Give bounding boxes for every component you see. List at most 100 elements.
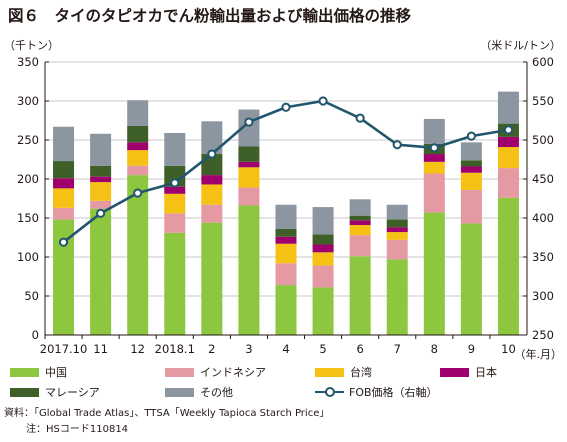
x-tick-label: 10 [501,342,516,356]
x-tick-label: 8 [431,342,438,356]
bar-segment-5-6 [275,204,297,229]
x-tick-label: 4 [282,342,289,356]
plot-frame [44,62,528,336]
bar-segment-4-5 [238,146,260,162]
bar-segment-5-2 [127,100,149,126]
bar-segment-0-4 [201,222,223,335]
left-tick-label: 150 [17,211,39,225]
price-point-2 [133,188,143,198]
bar-segment-3-4 [201,175,223,185]
price-point-7 [318,96,328,106]
bar-segment-1-3 [164,213,186,233]
left-tick-label: 250 [17,133,39,147]
bar-segment-1-10 [423,173,445,213]
left-tick-label: 200 [17,172,39,186]
bar-segment-4-1 [90,165,112,177]
bar-segment-5-3 [164,132,186,166]
legend-item-1: インドネシア [165,364,266,380]
bar-segment-0-11 [460,223,482,335]
legend-label: 台湾 [350,366,372,379]
x-tick-label: 7 [394,342,401,356]
left-tick-label: 350 [17,55,39,69]
bar-segment-2-8 [349,225,371,236]
left-tick-label: 50 [24,289,39,303]
bar-segment-5-1 [90,133,112,166]
bar-segment-4-0 [53,161,75,179]
bar-segment-1-4 [201,204,223,223]
bar-segment-3-0 [53,178,75,189]
left-tick-label: 300 [17,94,39,108]
bar-segment-5-9 [386,204,408,220]
bar-segment-2-1 [90,182,112,201]
bar-segment-3-12 [497,136,519,148]
bar-segment-3-9 [386,227,408,233]
bar-segment-0-12 [497,197,519,335]
bar-segment-3-5 [238,161,260,168]
x-axis-unit: （年.月） [515,347,563,361]
left-axis-unit: （千トン） [4,39,59,52]
bar-segment-0-5 [238,205,260,335]
right-tick-label: 600 [532,55,554,69]
x-axis: 2017.10 11 12 2018.1 2 3 4 5 6 7 8 9 10 [40,335,516,356]
legend-item-0: 中国 [10,364,67,380]
bar-segment-5-8 [349,199,371,216]
legend-label: その他 [200,386,233,399]
right-tick-label: 500 [532,133,554,147]
price-point-12 [503,125,514,135]
bar-segment-1-6 [275,263,297,286]
legend-label: インドネシア [200,366,266,379]
price-point-4 [207,149,217,159]
legend-item-6: FOB価格（右軸） [315,384,438,400]
bar-segment-2-10 [423,161,445,174]
right-axis-unit: （米ドル/トン） [480,39,561,52]
bar-segment-0-7 [312,287,334,335]
legend-swatch [315,387,344,397]
right-tick-label: 350 [532,250,554,264]
bar-segment-1-12 [497,168,519,198]
bar-segment-1-1 [90,200,112,209]
bar-segment-4-8 [349,215,371,221]
bar-segment-5-10 [423,118,445,144]
legend-label: 日本 [475,366,497,379]
bar-segment-3-2 [127,142,149,151]
x-tick-label: 9 [468,342,475,356]
bar-segment-0-10 [423,212,445,335]
x-tick-label: 6 [356,342,363,356]
right-tick-label: 550 [532,94,554,108]
price-point-11 [466,131,476,141]
bar-segment-4-7 [312,234,334,245]
x-tick-label: 2 [208,342,215,356]
right-tick-label: 450 [532,172,554,186]
price-point-3 [170,178,180,188]
bar-segment-1-5 [238,187,260,206]
bar-segment-2-7 [312,252,334,266]
legend-item-5: その他 [165,384,233,400]
bar-segment-5-0 [53,126,75,162]
bar-segment-0-9 [386,259,408,335]
bar-segment-4-2 [127,125,149,143]
right-tick-label: 300 [532,289,554,303]
bar-segment-5-4 [201,121,223,155]
legend-label: マレーシア [45,386,100,399]
source-text: 資料：「Global Trade Atlas」、TTSA「Weekly Tapi… [4,408,330,419]
bar-segment-1-8 [349,235,371,257]
price-point-6 [281,102,291,112]
legend-item-4: マレーシア [10,384,100,400]
left-tick-label: 0 [32,328,39,342]
x-tick-label: 12 [130,342,145,356]
x-tick-label: 2018.1 [155,342,195,356]
price-point-1 [96,208,106,218]
bar-segment-1-11 [460,189,482,224]
bar-segment-0-0 [53,219,75,335]
bar-segment-3-6 [275,236,297,244]
bar-segment-2-9 [386,232,408,240]
legend-swatch [315,367,344,377]
bar-segment-3-10 [423,154,445,162]
bar-stacks [53,91,519,335]
x-tick-label: 3 [245,342,252,356]
legend-swatch [440,367,469,377]
price-point-10 [429,143,439,153]
bar-segment-1-0 [53,207,75,220]
bar-segment-3-8 [349,220,371,226]
bar-segment-1-7 [312,265,334,288]
